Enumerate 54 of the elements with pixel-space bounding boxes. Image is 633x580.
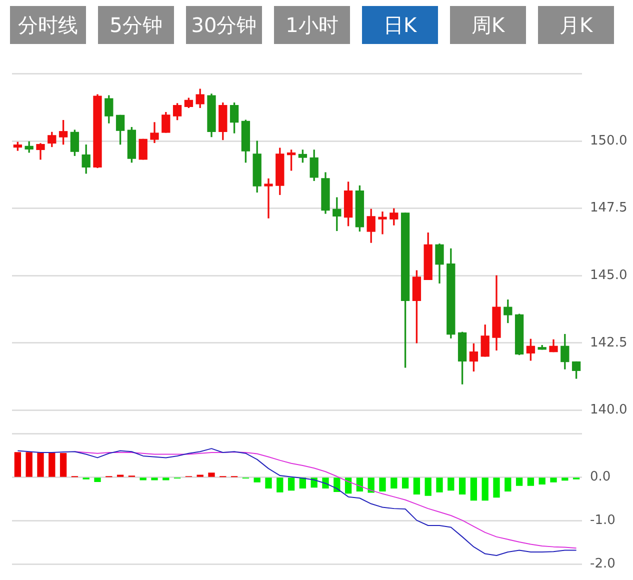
y-tick-label: -2.0	[590, 556, 616, 572]
bar	[550, 478, 557, 482]
bar	[379, 478, 386, 492]
bar	[288, 478, 295, 491]
bar	[140, 478, 146, 480]
bar	[458, 478, 466, 495]
bar	[493, 478, 500, 498]
bar	[504, 478, 512, 492]
y-tick-label: 150.0	[590, 133, 628, 148]
bar	[265, 478, 272, 488]
category-label: 周K	[450, 6, 526, 44]
bar	[208, 472, 215, 477]
bar	[436, 478, 443, 492]
category-label: 30分钟	[186, 6, 262, 44]
bar	[538, 478, 546, 485]
bar	[162, 478, 170, 480]
bar	[254, 478, 260, 482]
candlestick	[378, 212, 387, 234]
bar	[482, 478, 488, 501]
bar	[26, 452, 32, 477]
category-label: 月K	[538, 6, 614, 44]
bar	[390, 478, 398, 488]
category-label: 分时线	[10, 6, 86, 44]
bar	[344, 478, 352, 494]
candlestick	[264, 178, 273, 218]
y-tick-label: 0.0	[590, 470, 611, 485]
bar	[356, 478, 364, 492]
bar	[424, 478, 432, 496]
bar	[14, 452, 22, 477]
y-tick-label: 145.0	[590, 268, 628, 284]
bar	[368, 478, 374, 493]
bar	[48, 452, 56, 477]
bar	[299, 478, 306, 488]
bar	[448, 478, 454, 491]
bar	[527, 478, 534, 486]
y-tick-label: 140.0	[590, 402, 628, 418]
bar	[516, 478, 523, 486]
bar	[276, 478, 284, 492]
bar	[151, 478, 158, 480]
bar	[470, 478, 478, 501]
y-tick-label: -1.0	[590, 513, 616, 528]
bar	[322, 478, 329, 488]
bar	[60, 453, 67, 477]
bar	[37, 452, 44, 477]
bar	[402, 478, 409, 488]
y-tick-label: 142.5	[590, 335, 628, 350]
category-label: 5分钟	[98, 6, 174, 44]
category-label: 日K	[362, 6, 438, 44]
bar	[413, 478, 420, 495]
bar	[94, 478, 101, 482]
bar	[562, 478, 568, 481]
y-tick-label: 147.5	[590, 200, 628, 216]
bar	[334, 478, 340, 492]
category-label: 1小时	[274, 6, 350, 44]
